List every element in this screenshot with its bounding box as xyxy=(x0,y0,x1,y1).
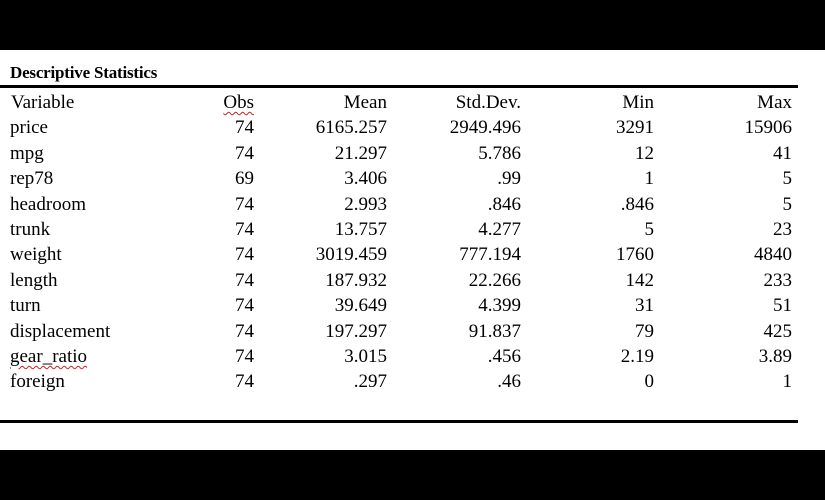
cell-max: 5 xyxy=(782,193,793,215)
cell-mean: 13.757 xyxy=(334,219,387,241)
cell-max: 15906 xyxy=(744,117,793,139)
cell-mean: 21.297 xyxy=(334,142,387,164)
cell-variable: mpg xyxy=(10,142,44,164)
header-mean: Mean xyxy=(343,92,387,113)
cell-std-dev: 2949.496 xyxy=(449,117,521,139)
bottom-rule xyxy=(0,420,798,423)
cell-mean: 3.406 xyxy=(344,168,387,190)
cell-min: 12 xyxy=(635,142,654,164)
cell-variable: length xyxy=(10,269,58,291)
cell-min: 0 xyxy=(644,371,655,393)
cell-std-dev: .456 xyxy=(487,346,521,368)
cell-max: 3.89 xyxy=(758,346,792,368)
header-std-dev: Std.Dev. xyxy=(455,92,521,113)
header-max: Max xyxy=(757,92,792,113)
cell-obs: 74 xyxy=(235,269,254,291)
table-row: turn 74 39.649 4.399 31 51 xyxy=(8,293,792,318)
header-variable: Variable xyxy=(11,92,75,113)
cell-std-dev: .99 xyxy=(497,168,521,190)
cell-mean: 2.993 xyxy=(344,193,387,215)
cell-obs: 69 xyxy=(235,168,254,190)
cell-max: 1 xyxy=(782,371,793,393)
cell-min: 2.19 xyxy=(620,346,654,368)
cell-max: 233 xyxy=(763,269,793,291)
top-rule xyxy=(0,85,798,88)
table-row: weight 74 3019.459 777.194 1760 4840 xyxy=(8,242,792,267)
cell-std-dev: 4.277 xyxy=(478,219,521,241)
cell-min: 31 xyxy=(635,295,654,317)
table-row: headroom 74 2.993 .846 .846 5 xyxy=(8,192,792,217)
cell-mean: 3.015 xyxy=(344,346,387,368)
table-row: mpg 74 21.297 5.786 12 41 xyxy=(8,141,792,166)
cell-variable: turn xyxy=(10,295,41,317)
table-row: gear_ratio 74 3.015 .456 2.19 3.89 xyxy=(8,344,792,369)
cell-std-dev: 4.399 xyxy=(478,295,521,317)
table-row: length 74 187.932 22.266 142 233 xyxy=(8,268,792,293)
cell-std-dev: 91.837 xyxy=(468,320,521,342)
table-row: trunk 74 13.757 4.277 5 23 xyxy=(8,217,792,242)
cell-mean: 6165.257 xyxy=(315,117,387,139)
cell-obs: 74 xyxy=(235,346,254,368)
cell-min: 79 xyxy=(635,320,654,342)
cell-variable: rep78 xyxy=(10,168,54,190)
cell-min: 1 xyxy=(644,168,655,190)
cell-mean: 3019.459 xyxy=(315,244,387,266)
cell-variable: weight xyxy=(10,244,62,266)
cell-min: .846 xyxy=(620,193,654,215)
cell-mean: 197.297 xyxy=(325,320,387,342)
cell-std-dev: .846 xyxy=(487,193,521,215)
cell-obs: 74 xyxy=(235,244,254,266)
cell-std-dev: 22.266 xyxy=(468,269,521,291)
cell-mean: 39.649 xyxy=(334,295,387,317)
table-row: rep78 69 3.406 .99 1 5 xyxy=(8,166,792,191)
cell-variable: trunk xyxy=(10,219,51,241)
cell-min: 5 xyxy=(644,219,655,241)
cell-max: 41 xyxy=(773,142,792,164)
cell-min: 142 xyxy=(625,269,655,291)
descriptive-statistics-table: Variable Obs Mean Std.Dev. Min Max price… xyxy=(8,90,792,395)
header-obs: Obs xyxy=(223,92,254,113)
cell-max: 23 xyxy=(773,219,792,241)
table-body: price 74 6165.257 2949.496 3291 15906 mp… xyxy=(8,115,792,394)
cell-max: 5 xyxy=(782,168,793,190)
document-page: Descriptive Statistics Variable Obs Mean… xyxy=(0,50,825,450)
table-title: Descriptive Statistics xyxy=(10,63,158,82)
cell-obs: 74 xyxy=(235,142,254,164)
cell-mean: .297 xyxy=(353,371,387,393)
cell-max: 425 xyxy=(763,320,793,342)
cell-obs: 74 xyxy=(235,117,254,139)
cell-max: 4840 xyxy=(754,244,792,266)
table-row: price 74 6165.257 2949.496 3291 15906 xyxy=(8,115,792,140)
cell-variable: foreign xyxy=(10,371,65,393)
cell-std-dev: .46 xyxy=(497,371,521,393)
table-header: Variable Obs Mean Std.Dev. Min Max xyxy=(8,90,792,115)
cell-obs: 74 xyxy=(235,371,254,393)
cell-obs: 74 xyxy=(235,320,254,342)
header-row: Variable Obs Mean Std.Dev. Min Max xyxy=(8,90,792,115)
cell-variable: gear_ratio xyxy=(10,346,88,368)
cell-obs: 74 xyxy=(235,219,254,241)
cell-min: 3291 xyxy=(616,117,654,139)
cell-min: 1760 xyxy=(616,244,654,266)
cell-max: 51 xyxy=(773,295,792,317)
cell-variable: headroom xyxy=(10,193,86,215)
header-min: Min xyxy=(622,92,654,113)
cell-obs: 74 xyxy=(235,295,254,317)
cell-std-dev: 777.194 xyxy=(459,244,521,266)
cell-obs: 74 xyxy=(235,193,254,215)
cell-std-dev: 5.786 xyxy=(478,142,521,164)
table-row: displacement 74 197.297 91.837 79 425 xyxy=(8,319,792,344)
cell-mean: 187.932 xyxy=(325,269,387,291)
cell-variable: price xyxy=(10,117,48,139)
table-row: foreign 74 .297 .46 0 1 xyxy=(8,369,792,394)
cell-variable: displacement xyxy=(10,320,111,342)
